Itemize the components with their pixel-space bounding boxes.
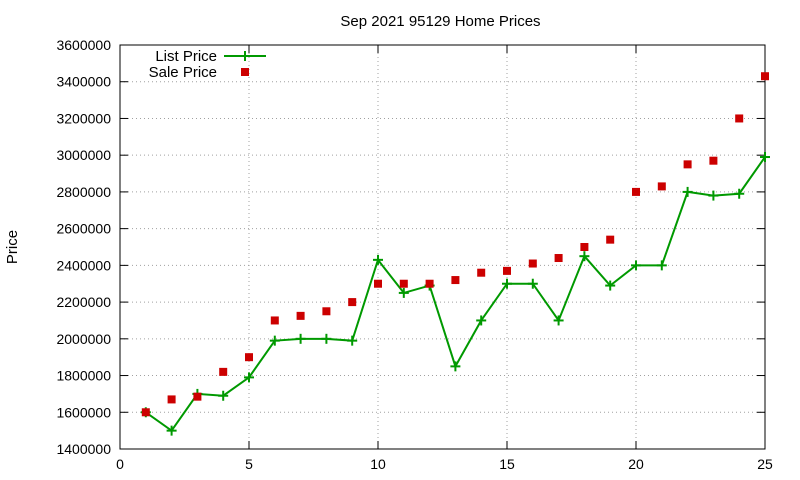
y-tick-label: 3000000: [56, 147, 111, 163]
x-tick-label: 15: [499, 456, 515, 472]
list-price-point: [605, 280, 616, 291]
y-tick-label: 2200000: [56, 294, 111, 310]
list-price-point: [321, 333, 332, 344]
list-price-point: [760, 152, 770, 163]
sale-price-point: [193, 392, 202, 401]
sale-price-point: [296, 311, 305, 320]
chart-title: Sep 2021 95129 Home Prices: [340, 13, 540, 30]
sale-price-point: [580, 243, 589, 251]
series-layer: [140, 72, 770, 436]
x-tick-label: 20: [628, 456, 644, 472]
sale-price-point: [322, 307, 331, 316]
list-price-point: [553, 315, 564, 326]
legend-label-list-price: List Price: [155, 48, 217, 65]
sale-price-point: [348, 298, 357, 307]
sale-price-point: [141, 408, 150, 417]
list-price-point: [527, 278, 538, 289]
sale-price-point: [425, 279, 434, 288]
list-price-point: [656, 260, 667, 271]
sale-price-point: [374, 279, 382, 288]
sale-price-point: [270, 316, 279, 325]
y-tick-label: 3600000: [56, 37, 111, 53]
x-tick-label: 5: [245, 456, 253, 472]
legend-swatch-sale-price: [241, 68, 249, 76]
list-price-point: [579, 251, 590, 262]
sale-price-point: [219, 367, 228, 376]
legend-swatch-list-price: [224, 51, 266, 61]
list-price-point: [708, 190, 719, 201]
legend-label-sale-price: Sale Price: [149, 64, 217, 81]
y-tick-label: 2600000: [56, 221, 111, 237]
y-tick-label: 1400000: [56, 441, 111, 457]
list-price-point: [450, 361, 461, 372]
sale-price-point: [451, 276, 460, 285]
list-price-point: [734, 188, 745, 199]
sale-price-point: [554, 254, 563, 263]
list-price-point: [631, 260, 641, 271]
sale-price-point: [477, 268, 486, 277]
x-tick-label: 25: [757, 456, 773, 472]
list-price-point: [244, 372, 254, 383]
sale-price-point: [735, 114, 744, 123]
x-tick-label: 10: [370, 456, 386, 472]
list-price-point: [476, 315, 487, 326]
list-price-point: [373, 254, 383, 265]
list-price-point: [295, 333, 306, 344]
sale-price-point: [503, 266, 511, 275]
list-price-point: [502, 278, 512, 289]
sale-price-point: [761, 72, 769, 81]
y-tick-label: 2000000: [56, 331, 111, 347]
y-tick-label: 2800000: [56, 184, 111, 200]
y-axis-title: Price: [4, 230, 21, 264]
y-tick-label: 2400000: [56, 257, 111, 273]
list-price-point: [347, 335, 358, 346]
series-line-list-price: [145, 156, 766, 433]
x-tick-label: 0: [116, 456, 124, 472]
sale-price-point: [245, 353, 253, 362]
list-price-point: [166, 425, 177, 436]
axis-ticks: [119, 44, 766, 450]
sale-price-point: [606, 235, 615, 244]
list-price-point: [682, 186, 693, 197]
plot-frame: [119, 44, 766, 450]
y-tick-label: 1600000: [56, 404, 111, 420]
list-price-point: [398, 287, 409, 298]
sale-price-point: [709, 156, 718, 165]
list-price-point: [218, 390, 229, 401]
sale-price-point: [399, 279, 408, 288]
y-tick-label: 1800000: [56, 368, 111, 384]
list-price-point: [269, 335, 280, 346]
y-tick-label: 3400000: [56, 74, 111, 90]
y-tick-label: 3200000: [56, 110, 111, 126]
sale-price-point: [528, 259, 537, 268]
sale-price-point: [657, 182, 666, 191]
sale-price-point: [683, 160, 692, 169]
sale-price-point: [167, 395, 176, 404]
legend: List Price Sale Price: [149, 48, 266, 81]
tick-labels: 0 5 10 15 20 25 1400000 1600000 1800000 2000000 22…: [56, 37, 773, 472]
sale-price-point: [632, 187, 640, 196]
